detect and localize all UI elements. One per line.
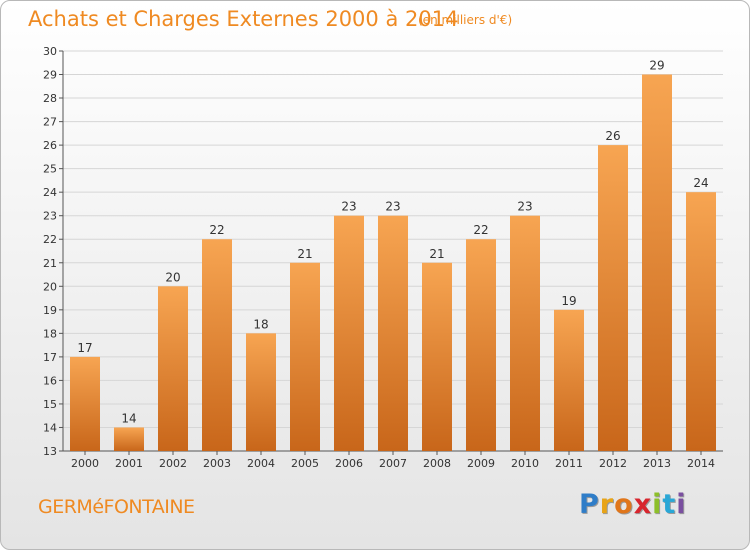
x-tick-label: 2001 bbox=[115, 457, 143, 470]
x-tick-label: 2007 bbox=[379, 457, 407, 470]
bar bbox=[246, 333, 276, 451]
chart-title: Achats et Charges Externes 2000 à 2014 bbox=[28, 7, 459, 31]
x-tick-label: 2000 bbox=[71, 457, 99, 470]
bar bbox=[422, 262, 452, 451]
bar-value-label: 21 bbox=[297, 247, 312, 261]
y-tick-label: 15 bbox=[43, 398, 57, 411]
bar bbox=[70, 356, 100, 451]
y-tick-label: 26 bbox=[43, 139, 57, 152]
bar bbox=[158, 286, 188, 451]
bars bbox=[70, 74, 716, 452]
logo-letter: i bbox=[652, 489, 663, 520]
proxiti-logo: Proxiti bbox=[579, 489, 687, 520]
y-tick-label: 20 bbox=[43, 280, 57, 293]
y-tick-label: 23 bbox=[43, 210, 57, 223]
y-tick-label: 29 bbox=[43, 69, 57, 82]
bar-value-label: 24 bbox=[693, 176, 708, 190]
bar bbox=[686, 192, 716, 452]
x-tick-label: 2004 bbox=[247, 457, 275, 470]
bar bbox=[290, 262, 320, 451]
bar-value-label: 17 bbox=[77, 341, 92, 355]
x-tick-label: 2003 bbox=[203, 457, 231, 470]
y-tick-label: 25 bbox=[43, 163, 57, 176]
chart-subtitle: (en milliers d'€) bbox=[418, 13, 513, 27]
logo-letter: o bbox=[614, 489, 634, 520]
bar-value-label: 22 bbox=[209, 223, 224, 237]
y-tick-label: 18 bbox=[43, 327, 57, 340]
x-tick-label: 2005 bbox=[291, 457, 319, 470]
bar-value-label: 14 bbox=[121, 411, 136, 425]
bar bbox=[642, 74, 672, 451]
logo-letter: x bbox=[633, 489, 653, 520]
x-tick-label: 2008 bbox=[423, 457, 451, 470]
bar bbox=[510, 215, 540, 451]
x-tick-label: 2002 bbox=[159, 457, 187, 470]
y-tick-label: 22 bbox=[43, 233, 57, 246]
x-tick-label: 2012 bbox=[599, 457, 627, 470]
y-tick-label: 14 bbox=[43, 421, 57, 434]
x-tick-label: 2009 bbox=[467, 457, 495, 470]
x-tick-label: 2013 bbox=[643, 457, 671, 470]
bar-value-label: 18 bbox=[253, 317, 268, 331]
bar bbox=[114, 427, 144, 451]
bar bbox=[554, 309, 584, 451]
logo-letter: i bbox=[676, 489, 687, 520]
bar-value-label: 23 bbox=[341, 200, 356, 214]
y-tick-label: 24 bbox=[43, 186, 57, 199]
bar-value-label: 22 bbox=[473, 223, 488, 237]
y-tick-label: 17 bbox=[43, 351, 57, 364]
x-tick-label: 2010 bbox=[511, 457, 539, 470]
bar-value-label: 19 bbox=[561, 294, 576, 308]
y-tick-label: 21 bbox=[43, 257, 57, 270]
y-tick-label: 19 bbox=[43, 304, 57, 317]
bar bbox=[378, 215, 408, 451]
bar bbox=[598, 145, 628, 451]
bar-value-label: 23 bbox=[385, 200, 400, 214]
bar bbox=[334, 215, 364, 451]
y-tick-label: 28 bbox=[43, 92, 57, 105]
y-tick-label: 30 bbox=[43, 45, 57, 58]
logo-letter: t bbox=[662, 489, 677, 520]
bar-value-label: 21 bbox=[429, 247, 444, 261]
bar-value-label: 23 bbox=[517, 200, 532, 214]
place-name: GERMéFONTAINE bbox=[38, 496, 195, 518]
x-tick-label: 2014 bbox=[687, 457, 715, 470]
y-tick-label: 27 bbox=[43, 116, 57, 129]
bar bbox=[466, 239, 496, 451]
bar-value-label: 26 bbox=[605, 129, 620, 143]
bar bbox=[202, 239, 232, 451]
logo-letter: r bbox=[599, 489, 615, 520]
x-tick-label: 2006 bbox=[335, 457, 363, 470]
logo-letter: P bbox=[579, 489, 600, 520]
y-tick-label: 16 bbox=[43, 374, 57, 387]
x-tick-label: 2011 bbox=[555, 457, 583, 470]
bar-value-label: 29 bbox=[649, 59, 664, 73]
bar-value-label: 20 bbox=[165, 270, 180, 284]
y-tick-label: 13 bbox=[43, 445, 57, 458]
labels: 13 14 15 16 17 18 19 20 21 22 23 24 25 26 27 28 29 30 17 20… bbox=[43, 45, 715, 470]
